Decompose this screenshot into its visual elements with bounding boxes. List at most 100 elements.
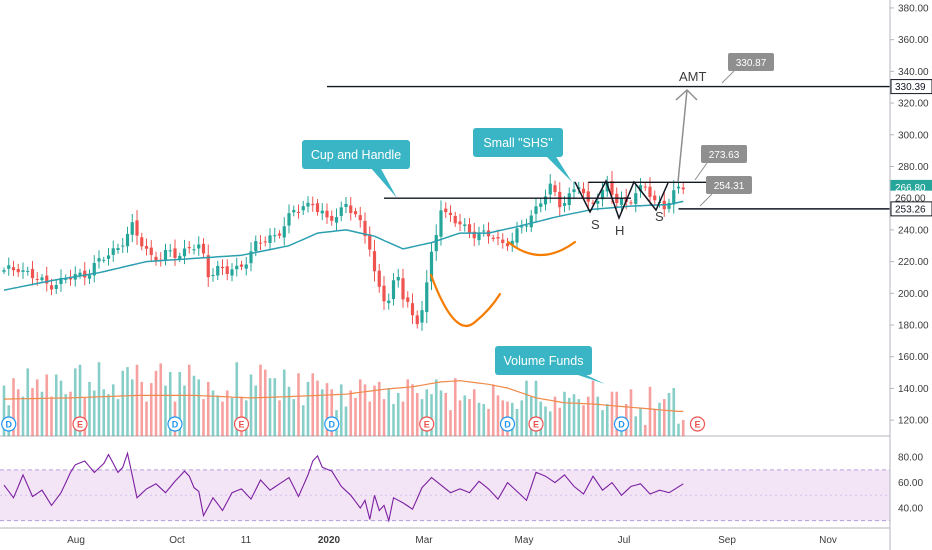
- candle-body: [230, 269, 234, 276]
- volume-bar: [430, 394, 433, 436]
- event-label: D: [6, 420, 13, 430]
- candle: [643, 182, 647, 191]
- volume-bar: [88, 381, 91, 436]
- candle: [363, 212, 367, 244]
- candle-body: [543, 196, 548, 205]
- candle: [634, 183, 638, 213]
- earnings-marker[interactable]: E: [419, 416, 435, 432]
- volume-bar: [444, 392, 448, 436]
- volume-funds-callout[interactable]: Volume Funds: [495, 346, 605, 384]
- candle: [586, 182, 590, 211]
- candle: [92, 255, 96, 283]
- price-tag[interactable]: 330.87: [721, 53, 774, 84]
- candle: [54, 279, 58, 295]
- candle-body: [268, 235, 272, 243]
- candle: [558, 182, 562, 216]
- candle-body: [315, 203, 320, 212]
- scale-tag-text: 266.80: [895, 183, 926, 194]
- volume-bar: [339, 384, 343, 436]
- candle: [572, 181, 576, 200]
- candle: [567, 187, 571, 211]
- dividend-marker[interactable]: D: [499, 416, 516, 432]
- candle-body: [306, 202, 310, 207]
- candle: [78, 268, 82, 279]
- price-tick-label: 220.00: [898, 257, 929, 268]
- earnings-marker[interactable]: E: [689, 416, 706, 432]
- volume-bar: [282, 369, 286, 436]
- dividend-marker[interactable]: D: [613, 416, 630, 432]
- event-circle: [528, 416, 544, 432]
- dividend-marker[interactable]: D: [324, 416, 340, 432]
- volume-bar: [472, 389, 476, 436]
- candle: [334, 208, 339, 231]
- candle: [235, 257, 239, 277]
- candle-body: [97, 258, 101, 262]
- price-tag[interactable]: 273.63: [694, 145, 747, 181]
- earnings-marker[interactable]: E: [528, 416, 544, 432]
- candle: [154, 251, 158, 266]
- candle: [296, 204, 301, 219]
- volume-bar: [240, 396, 243, 436]
- candle-body: [653, 195, 657, 201]
- price-tag-box: [706, 176, 752, 194]
- candle-body: [377, 270, 381, 287]
- price-tag[interactable]: 254.31: [699, 176, 752, 207]
- event-label: E: [238, 420, 244, 430]
- volume-bar: [183, 385, 186, 436]
- candle-body: [26, 270, 30, 272]
- candle: [130, 213, 134, 243]
- candle-body: [596, 200, 600, 204]
- candle-body: [311, 203, 315, 206]
- volume-bar: [672, 388, 676, 436]
- candle-body: [439, 210, 443, 237]
- candle-body: [349, 205, 353, 214]
- candle: [192, 244, 196, 255]
- candle-body: [216, 265, 220, 276]
- candle-body: [178, 255, 182, 260]
- earnings-marker[interactable]: E: [72, 416, 88, 432]
- shs-zigzag[interactable]: [574, 179, 669, 221]
- volume-bar: [677, 423, 680, 436]
- event-circle: [613, 416, 630, 432]
- candle: [619, 191, 624, 212]
- projection-arrow[interactable]: [677, 89, 688, 183]
- axis-layer: 120.00 140.00 160.00 180.00 200.00 220.00 240.…: [67, 0, 932, 550]
- earnings-marker[interactable]: E: [233, 416, 250, 432]
- volume-bar: [164, 385, 167, 436]
- cup-arc[interactable]: [429, 273, 502, 327]
- price-tick-label: 320.00: [898, 99, 929, 110]
- candle: [520, 219, 524, 234]
- rsi-line: [3, 451, 684, 523]
- candle-body: [320, 210, 324, 214]
- candle: [178, 252, 182, 262]
- dividend-marker[interactable]: D: [1, 416, 17, 432]
- cup-and-handle-callout[interactable]: Cup and Handle: [302, 140, 410, 198]
- price-tag-box: [728, 53, 774, 71]
- candle: [477, 226, 481, 246]
- handle-arc[interactable]: [506, 240, 577, 256]
- dividend-marker[interactable]: D: [167, 416, 183, 432]
- candle: [482, 224, 486, 237]
- volume-bar: [482, 404, 486, 436]
- scale-tag-text: 253.26: [895, 204, 926, 215]
- price-tick-label: 380.00: [898, 3, 929, 14]
- time-tick-label: May: [515, 535, 534, 546]
- volume-bar: [121, 370, 125, 436]
- candle: [220, 259, 225, 275]
- candle-body: [263, 241, 267, 243]
- candle-body: [472, 231, 476, 239]
- projection-arrow-head[interactable]: [675, 88, 698, 101]
- candle: [529, 210, 533, 233]
- callout-box: [473, 128, 563, 157]
- volume-bar: [325, 383, 329, 436]
- candle-body: [510, 240, 514, 245]
- candle: [40, 273, 44, 284]
- volume-bar: [168, 372, 172, 436]
- volume-bar: [487, 408, 490, 436]
- volume-bar: [567, 397, 571, 436]
- candle: [11, 260, 16, 276]
- small-shs-callout[interactable]: Small "SHS": [473, 128, 572, 182]
- volume-bar: [615, 391, 619, 436]
